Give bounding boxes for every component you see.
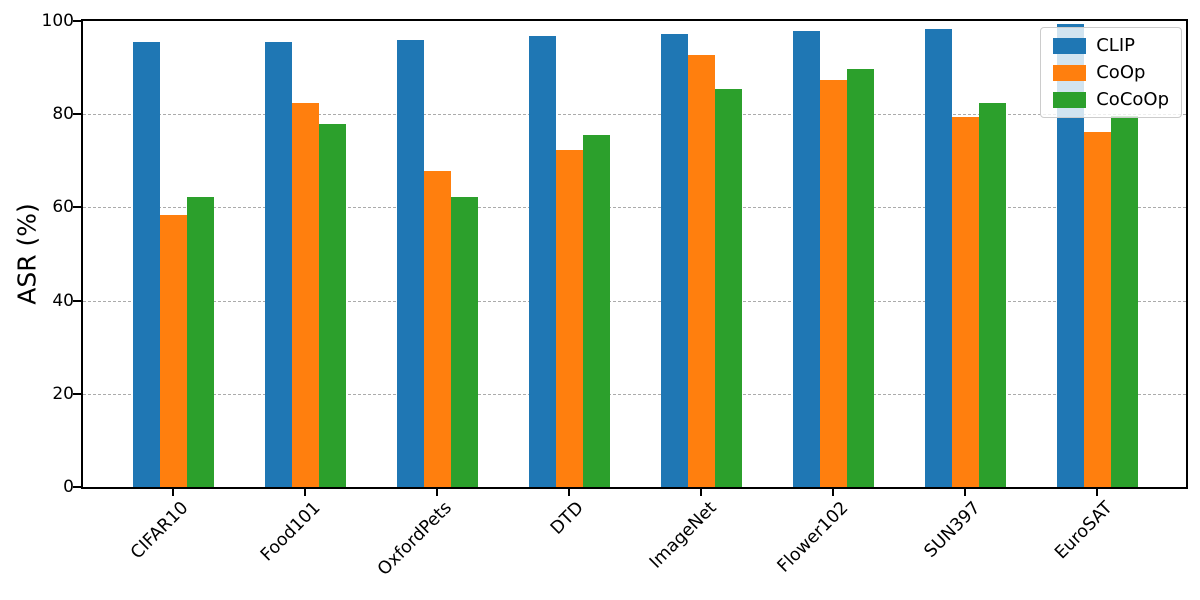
legend: CLIP CoOp CoCoOp bbox=[1040, 27, 1182, 118]
x-tick-label-EuroSAT: EuroSAT bbox=[1050, 498, 1117, 564]
y-tick-label-20: 20 bbox=[52, 383, 74, 404]
x-tick-label-CIFAR10: CIFAR10 bbox=[126, 498, 193, 564]
x-tick-mark-Flower102 bbox=[832, 489, 835, 496]
bar-CoCoOp-Food101 bbox=[318, 124, 346, 487]
bar-CoCoOp-OxfordPets bbox=[450, 197, 478, 487]
bar-CoCoOp-ImageNet bbox=[714, 89, 742, 487]
y-tick-mark-80 bbox=[73, 113, 81, 116]
x-tick-mark-DTD bbox=[568, 489, 571, 496]
x-tick-label-DTD: DTD bbox=[547, 498, 589, 539]
bar-CLIP-CIFAR10 bbox=[132, 41, 160, 487]
x-tick-mark-EuroSAT bbox=[1096, 489, 1099, 496]
legend-item-CoOp: CoOp bbox=[1053, 63, 1169, 82]
gridline-80 bbox=[83, 114, 1186, 116]
x-tick-label-Food101: Food101 bbox=[256, 498, 325, 566]
bar-CoCoOp-DTD bbox=[582, 134, 610, 487]
y-tick-label-60: 60 bbox=[52, 197, 74, 218]
y-tick-mark-40 bbox=[73, 299, 81, 302]
y-tick-mark-20 bbox=[73, 392, 81, 395]
gridline-60 bbox=[83, 207, 1186, 209]
y-tick-label-0: 0 bbox=[63, 477, 74, 497]
x-tick-label-SUN397: SUN397 bbox=[920, 498, 985, 562]
bar-CLIP-ImageNet bbox=[660, 34, 688, 487]
y-tick-label-40: 40 bbox=[52, 290, 74, 311]
x-tick-mark-Food101 bbox=[304, 489, 306, 496]
axes-frame bbox=[81, 19, 1188, 489]
legend-label: CLIP bbox=[1096, 35, 1135, 56]
x-tick-label-OxfordPets: OxfordPets bbox=[374, 498, 457, 580]
x-tick-mark-ImageNet bbox=[700, 489, 703, 496]
x-tick-mark-SUN397 bbox=[964, 489, 967, 496]
bar-CoOp-OxfordPets bbox=[423, 170, 451, 487]
plot-area: CLIP CoOp CoCoOp bbox=[81, 19, 1188, 489]
bar-CoOp-SUN397 bbox=[951, 117, 979, 487]
bar-CLIP-Flower102 bbox=[792, 31, 820, 487]
legend-item-CLIP: CLIP bbox=[1053, 36, 1169, 55]
bar-CoCoOp-SUN397 bbox=[978, 102, 1006, 487]
legend-swatch-CoOp bbox=[1053, 64, 1087, 81]
bar-CLIP-OxfordPets bbox=[396, 39, 424, 487]
bar-CoOp-Flower102 bbox=[819, 80, 847, 487]
y-tick-label-80: 80 bbox=[52, 104, 74, 125]
bar-CoCoOp-CIFAR10 bbox=[186, 197, 214, 487]
bar-CLIP-SUN397 bbox=[924, 29, 952, 487]
x-tick-mark-OxfordPets bbox=[436, 489, 439, 496]
bar-CoOp-ImageNet bbox=[687, 55, 715, 487]
y-tick-label-100: 100 bbox=[41, 11, 74, 31]
y-tick-mark-100 bbox=[73, 20, 81, 22]
legend-item-CoCoOp: CoCoOp bbox=[1053, 90, 1169, 109]
legend-swatch-CoCoOp bbox=[1053, 91, 1087, 108]
bar-CoOp-DTD bbox=[555, 150, 583, 487]
y-tick-mark-60 bbox=[73, 206, 81, 209]
bar-CoCoOp-EuroSAT bbox=[1110, 115, 1138, 487]
bar-CoOp-CIFAR10 bbox=[159, 215, 187, 487]
bar-CoOp-Food101 bbox=[291, 103, 319, 487]
x-tick-label-ImageNet: ImageNet bbox=[645, 498, 721, 573]
y-tick-mark-0 bbox=[73, 486, 81, 488]
bar-CoOp-EuroSAT bbox=[1083, 131, 1111, 487]
gridline-20 bbox=[83, 393, 1186, 395]
legend-label: CoCoOp bbox=[1096, 89, 1169, 110]
bar-CLIP-DTD bbox=[528, 36, 556, 487]
x-tick-mark-CIFAR10 bbox=[172, 489, 174, 496]
gridline-40 bbox=[83, 300, 1186, 302]
bar-CLIP-Food101 bbox=[264, 41, 292, 487]
legend-swatch-CLIP bbox=[1053, 37, 1087, 54]
legend-label: CoOp bbox=[1096, 62, 1146, 83]
bar-CoCoOp-Flower102 bbox=[846, 69, 874, 487]
x-tick-label-Flower102: Flower102 bbox=[773, 498, 853, 577]
